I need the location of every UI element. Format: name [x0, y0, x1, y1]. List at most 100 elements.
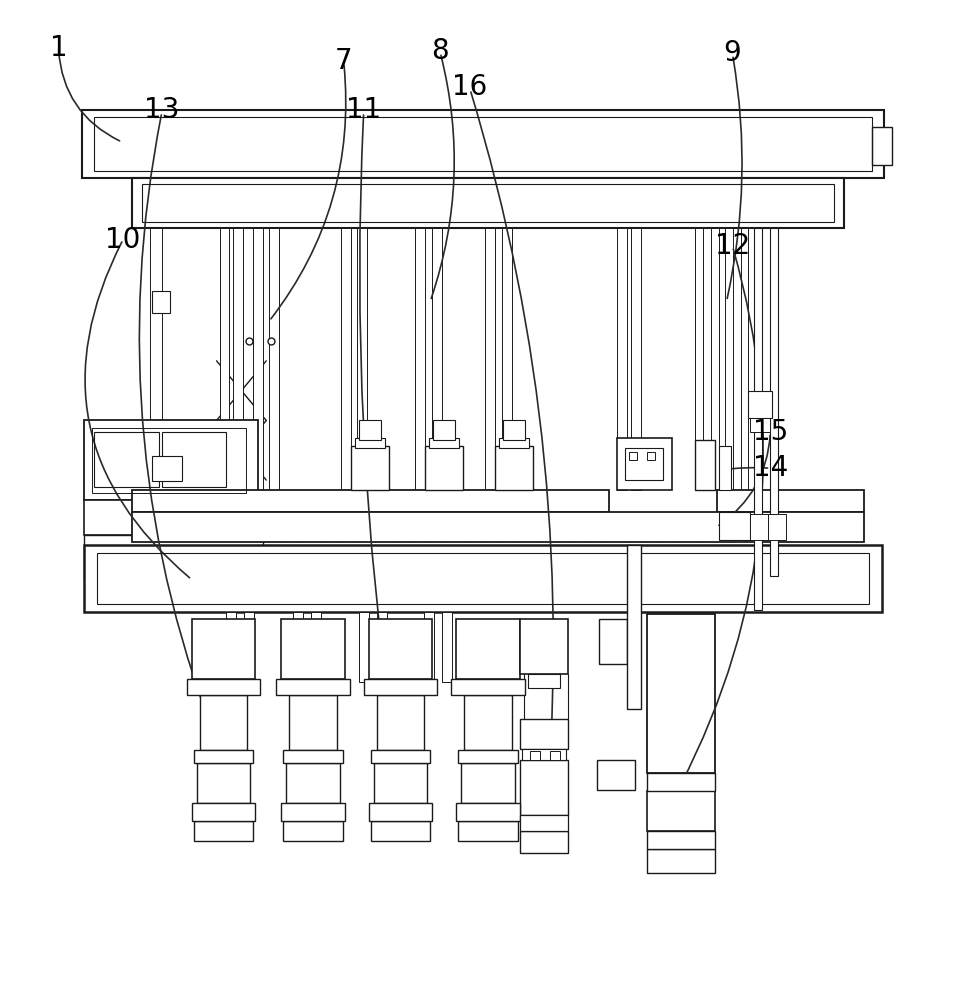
Bar	[751, 512, 864, 542]
Bar	[458, 750, 518, 763]
Bar	[520, 831, 567, 853]
Bar	[377, 695, 424, 750]
Bar	[162, 432, 226, 487]
Bar	[719, 446, 730, 490]
Bar	[751, 514, 768, 540]
Text: 16: 16	[452, 73, 488, 101]
Bar	[98, 553, 868, 604]
Bar	[631, 228, 641, 490]
Bar	[415, 228, 425, 490]
Bar	[527, 674, 559, 688]
Bar	[219, 228, 230, 490]
Bar	[647, 452, 655, 460]
Bar	[871, 127, 892, 165]
Bar	[191, 619, 255, 679]
Bar	[84, 500, 264, 535]
Bar	[529, 751, 540, 760]
Bar	[84, 545, 882, 612]
Bar	[724, 228, 732, 490]
Bar	[193, 750, 253, 763]
Bar	[283, 750, 343, 763]
Bar	[152, 456, 182, 481]
Bar	[749, 391, 773, 418]
Bar	[597, 760, 635, 790]
Bar	[503, 420, 525, 440]
Bar	[495, 446, 532, 490]
Bar	[82, 110, 884, 178]
Bar	[433, 228, 442, 490]
Bar	[695, 228, 702, 490]
Bar	[550, 751, 559, 760]
Bar	[627, 545, 641, 709]
Bar	[485, 228, 495, 490]
Bar	[84, 535, 264, 560]
Bar	[647, 614, 715, 773]
Text: 14: 14	[753, 454, 788, 482]
Bar	[377, 612, 386, 682]
Bar	[456, 803, 520, 821]
Text: 7: 7	[335, 47, 353, 75]
Bar	[270, 228, 279, 490]
Bar	[717, 490, 864, 512]
Bar	[132, 178, 844, 228]
Bar	[341, 228, 351, 490]
Bar	[599, 619, 627, 664]
Bar	[520, 815, 567, 831]
Bar	[617, 438, 672, 490]
Bar	[197, 763, 250, 803]
Bar	[311, 612, 321, 682]
Bar	[770, 228, 779, 490]
Bar	[711, 228, 719, 490]
Bar	[142, 184, 834, 222]
Bar	[424, 612, 435, 682]
Bar	[152, 291, 170, 313]
Bar	[520, 619, 567, 674]
Bar	[150, 228, 162, 490]
Bar	[647, 831, 715, 849]
Text: 15: 15	[753, 418, 788, 446]
Bar	[93, 428, 246, 493]
Bar	[502, 228, 512, 490]
Bar	[442, 612, 452, 682]
Bar	[768, 514, 786, 540]
Bar	[95, 432, 158, 487]
Bar	[186, 679, 260, 695]
Bar	[464, 695, 512, 750]
Bar	[522, 749, 565, 760]
Text: 11: 11	[346, 96, 382, 124]
Bar	[281, 803, 345, 821]
Bar	[374, 763, 427, 803]
Bar	[371, 750, 430, 763]
Text: 9: 9	[724, 39, 742, 67]
Bar	[458, 821, 518, 841]
Bar	[289, 695, 337, 750]
Text: 1: 1	[49, 34, 68, 62]
Bar	[425, 446, 463, 490]
Bar	[625, 448, 663, 480]
Bar	[429, 438, 459, 448]
Bar	[741, 228, 749, 490]
Bar	[200, 695, 247, 750]
Bar	[226, 612, 237, 682]
Bar	[293, 612, 303, 682]
Bar	[355, 438, 384, 448]
Bar	[520, 760, 567, 815]
Bar	[84, 420, 258, 500]
Bar	[371, 821, 430, 841]
Bar	[234, 228, 243, 490]
Bar	[244, 612, 254, 682]
Bar	[629, 452, 638, 460]
Bar	[132, 490, 610, 512]
Bar	[754, 228, 762, 490]
Bar	[695, 440, 715, 490]
Text: 8: 8	[432, 37, 449, 65]
Bar	[770, 228, 779, 576]
Bar	[281, 619, 345, 679]
Bar	[456, 619, 520, 679]
Bar	[461, 763, 515, 803]
Bar	[520, 719, 567, 749]
Bar	[647, 791, 715, 831]
Bar	[358, 612, 369, 682]
Bar	[351, 446, 388, 490]
Bar	[191, 803, 255, 821]
